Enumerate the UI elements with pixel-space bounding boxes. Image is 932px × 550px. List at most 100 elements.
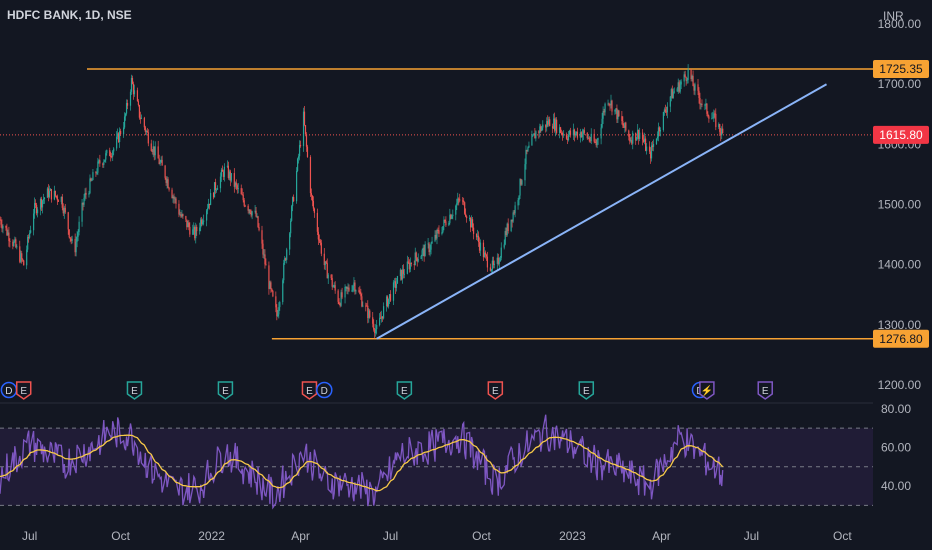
candle	[200, 217, 202, 232]
candle-body	[133, 90, 136, 95]
event-marker-E[interactable]: E	[126, 381, 143, 400]
candle	[594, 138, 596, 143]
candle	[630, 137, 632, 143]
candle-body	[292, 197, 294, 207]
level-price-tag[interactable]	[873, 329, 929, 348]
event-marker-⚡[interactable]: ⚡	[699, 381, 715, 400]
candle	[41, 199, 44, 214]
candle-body	[500, 247, 502, 258]
candle-body	[483, 252, 486, 258]
candle-body	[208, 203, 211, 206]
candle	[122, 121, 125, 138]
event-marker-E[interactable]: E	[301, 381, 318, 400]
candle-body	[173, 196, 175, 199]
candle-body	[53, 190, 55, 200]
candle-body	[91, 180, 93, 182]
candle	[651, 140, 654, 151]
event-marker-E[interactable]: E	[396, 381, 413, 400]
candle	[406, 255, 408, 275]
candle-body	[604, 103, 606, 113]
candle-body	[628, 130, 630, 137]
trendline-group[interactable]	[376, 83, 828, 340]
ascending-trendline[interactable]	[376, 83, 828, 340]
candle	[42, 193, 45, 205]
candle-body	[719, 124, 721, 132]
candle-body	[518, 195, 520, 201]
candle	[358, 287, 360, 293]
candle-body	[110, 156, 112, 158]
price-axis[interactable]: INR1200.001300.001400.001500.001600.0017…	[873, 9, 929, 493]
price-tick-label: 1200.00	[878, 378, 922, 392]
candle	[421, 248, 423, 261]
candle-body	[63, 207, 65, 214]
candle	[662, 111, 665, 132]
candle	[161, 155, 163, 166]
earnings-marker-icon[interactable]	[15, 381, 32, 400]
candle-body	[103, 161, 105, 165]
dividend-marker-icon[interactable]	[316, 381, 333, 399]
candle	[541, 125, 543, 132]
candle	[380, 311, 382, 319]
candle-body	[486, 256, 489, 268]
event-marker-E[interactable]: E	[487, 381, 504, 400]
event-marker-E[interactable]: E	[217, 381, 234, 400]
candle	[445, 216, 447, 227]
earnings-marker-icon[interactable]	[396, 381, 413, 400]
candle-body	[325, 261, 327, 264]
candle	[206, 208, 208, 227]
earnings-marker-icon[interactable]	[126, 381, 143, 400]
candle-body	[534, 133, 536, 139]
candle-body	[408, 262, 410, 270]
candle	[700, 103, 702, 110]
candle	[299, 140, 302, 148]
candle-body	[153, 146, 155, 156]
candle-body	[690, 69, 692, 80]
candle-body	[90, 178, 92, 181]
candle	[462, 197, 464, 205]
candle	[623, 123, 625, 129]
candle-body	[216, 188, 219, 190]
candle-body	[409, 262, 411, 270]
horizontal-levels[interactable]	[0, 68, 873, 340]
candle-body	[670, 89, 672, 97]
candle	[546, 117, 548, 132]
candle-body	[271, 288, 273, 291]
candle	[203, 214, 205, 226]
event-marker-D[interactable]: D	[316, 381, 333, 399]
candle	[650, 142, 653, 162]
earnings-marker-icon[interactable]	[217, 381, 234, 400]
candle-body	[174, 198, 176, 200]
candle-body	[540, 126, 542, 131]
time-axis[interactable]: Jul Oct 2022 Apr Jul Oct 2023 Apr Jul Oct	[22, 529, 852, 543]
time-tick-label: Jul	[744, 529, 759, 543]
earnings-marker-icon[interactable]	[301, 381, 318, 400]
candle	[296, 157, 299, 173]
candle	[379, 313, 381, 327]
candle-body	[118, 133, 120, 143]
event-marker-E[interactable]: E	[757, 381, 773, 400]
candle	[291, 204, 293, 222]
candle-body	[268, 265, 270, 289]
candle-body	[9, 240, 11, 242]
event-markers[interactable]: DEEEEDEEED⚡E	[0, 381, 773, 400]
event-marker-E[interactable]: E	[578, 381, 595, 400]
earnings-marker-icon[interactable]	[757, 381, 773, 400]
candle	[409, 257, 411, 273]
candle	[638, 129, 640, 145]
candle	[622, 116, 624, 129]
candle-body	[323, 253, 325, 266]
candle	[137, 99, 140, 107]
candle	[496, 253, 498, 270]
event-marker-E[interactable]: E	[15, 381, 32, 400]
time-tick-label: Apr	[291, 529, 310, 543]
earnings-marker-icon[interactable]	[699, 381, 715, 400]
earnings-marker-icon[interactable]	[487, 381, 504, 400]
level-price-tag[interactable]	[873, 59, 929, 78]
event-marker-D[interactable]: D	[0, 381, 18, 399]
candle-body	[610, 100, 612, 106]
candle-body	[470, 217, 472, 228]
last-price-tag[interactable]	[873, 125, 929, 144]
earnings-marker-icon[interactable]	[578, 381, 595, 400]
candle	[531, 130, 533, 146]
